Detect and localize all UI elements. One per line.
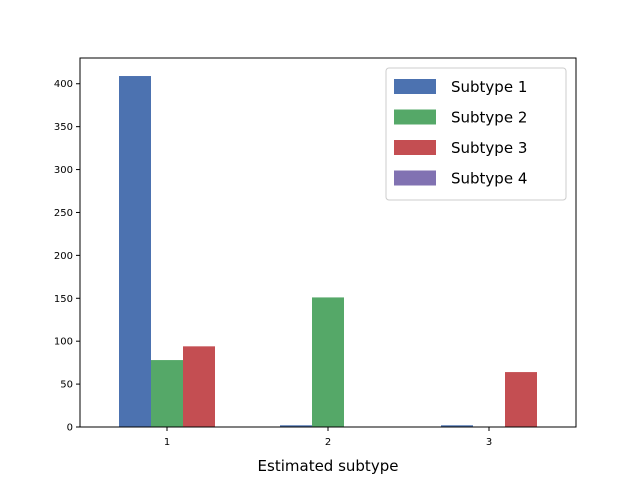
x-tick-label: 2 — [325, 437, 331, 448]
legend-label: Subtype 2 — [451, 109, 527, 127]
legend-label: Subtype 1 — [451, 78, 527, 96]
legend-swatch — [394, 109, 436, 125]
y-tick-label: 150 — [54, 294, 73, 305]
y-tick-label: 100 — [54, 337, 73, 348]
bar-subtype-1-cat-1 — [119, 76, 151, 427]
x-tick-label: 3 — [486, 437, 492, 448]
x-axis-label: Estimated subtype — [258, 457, 399, 475]
bar-subtype-2-cat-1 — [151, 360, 183, 427]
x-tick-label: 1 — [164, 437, 170, 448]
legend-box — [385, 67, 567, 201]
legend: Subtype 1 Subtype 2 Subtype 3 Subtype 4 — [385, 67, 567, 201]
legend-swatch — [394, 79, 436, 94]
plot-frame — [79, 57, 577, 428]
legend-swatch — [394, 140, 436, 155]
y-tick-label: 250 — [54, 208, 73, 219]
y-tick-label: 0 — [67, 423, 73, 434]
x-axis: 1 2 3 — [164, 427, 492, 448]
legend-label: Subtype 4 — [451, 170, 527, 188]
y-tick-label: 300 — [54, 165, 73, 176]
bar-subtype-1-cat-2 — [280, 425, 312, 427]
bar-subtype-3-cat-1 — [183, 346, 215, 427]
y-tick-label: 200 — [54, 251, 73, 262]
bars-group — [119, 76, 537, 427]
legend-swatch — [394, 170, 436, 186]
bar-subtype-3-cat-3 — [505, 372, 537, 427]
legend-label: Subtype 3 — [451, 139, 527, 157]
y-tick-label: 400 — [54, 79, 73, 90]
bar-subtype-2-cat-2 — [312, 297, 344, 427]
y-axis: 0 50 100 150 200 250 300 350 400 — [54, 79, 80, 434]
y-tick-label: 50 — [60, 380, 73, 391]
y-tick-label: 350 — [54, 122, 73, 133]
bar-subtype-1-cat-3 — [441, 425, 473, 427]
